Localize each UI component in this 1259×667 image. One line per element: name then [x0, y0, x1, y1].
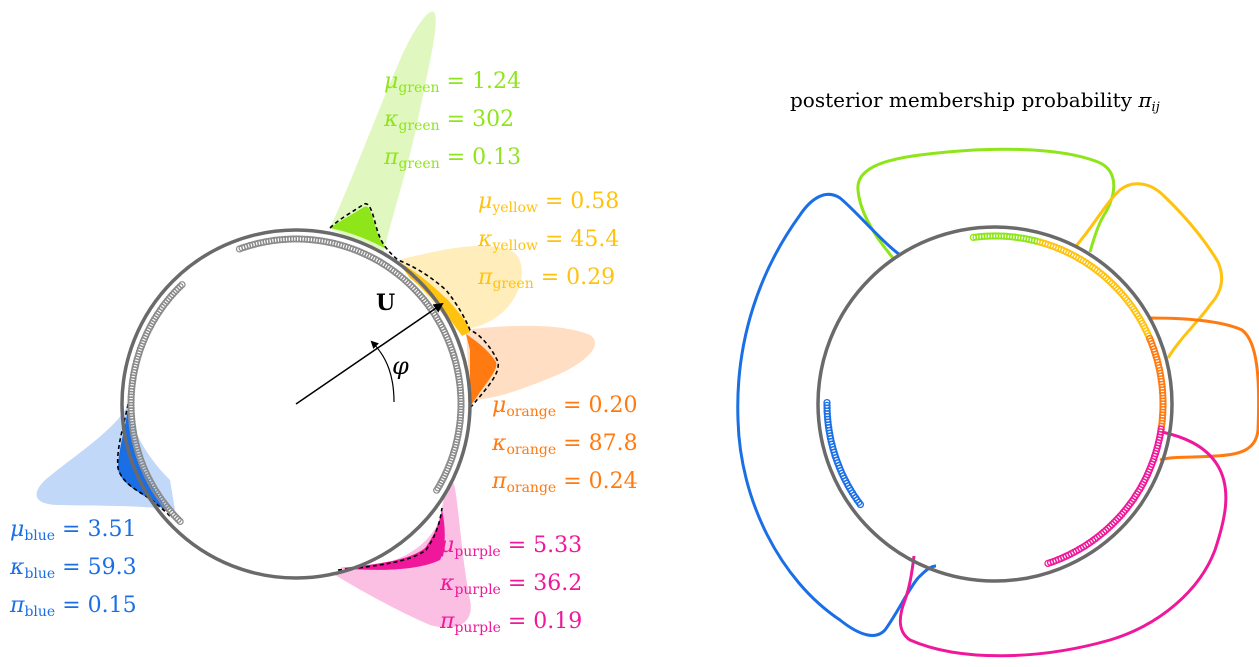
blue-inner-density: [118, 408, 172, 516]
data-point-marker: [416, 291, 424, 300]
data-point-marker: [1108, 520, 1116, 529]
vector-u-arrow: [295, 302, 444, 405]
data-point-marker: [1116, 287, 1124, 296]
mixture-density-dashed-purple: [337, 507, 443, 571]
mixture-density-dashed: [329, 202, 500, 409]
data-point-marker: [165, 505, 173, 513]
data-point-marker: [397, 272, 405, 280]
green-parameters: μgreen = 1.24 κgreen = 302 πgreen = 0.13: [384, 69, 522, 172]
data-point-marker: [413, 287, 421, 295]
data-point-marker: [1114, 514, 1122, 523]
data-point-marker: [176, 517, 184, 526]
data-point-marker: [1108, 279, 1116, 288]
green-membership-curve: [856, 147, 1116, 259]
data-point-marker: [174, 515, 182, 524]
data-point-marker: [168, 509, 177, 518]
data-point-marker: [405, 280, 413, 288]
vector-u-label: U: [376, 290, 395, 316]
data-point-marker: [168, 291, 177, 299]
data-point-marker: [399, 274, 407, 282]
angle-phi-label: φ: [392, 352, 409, 380]
yellow-membership-curve: [1074, 182, 1224, 359]
data-point-marker: [1121, 506, 1129, 514]
data-point-marker: [163, 297, 171, 305]
purple-inner-density: [340, 510, 445, 570]
purple-membership-curve: [898, 430, 1228, 658]
data-point-marker: [1110, 518, 1118, 527]
data-point-marker: [1112, 283, 1120, 292]
mixture-density-dashed-blue: [116, 403, 173, 519]
data-point-marker: [823, 401, 831, 410]
data-point-marker: [176, 283, 184, 291]
orange-parameters: μorange = 0.20 κorange = 87.8 πorange = …: [492, 393, 638, 496]
yellow-outer-density: [398, 245, 522, 330]
data-point-marker: [1102, 274, 1110, 282]
unit-circle: [120, 228, 472, 580]
orange-inner-density: [466, 334, 497, 406]
data-point-marker: [823, 398, 831, 407]
right-panel-title: posterior membership probability πij: [790, 88, 1160, 115]
data-point-marker: [1119, 292, 1128, 300]
data-point-marker: [1106, 277, 1114, 286]
data-point-marker: [161, 299, 170, 307]
data-point-marker: [178, 281, 186, 289]
data-point-marker: [409, 283, 417, 292]
data-point-marker: [174, 284, 182, 293]
data-point-marker: [1104, 524, 1112, 532]
data-point-marker: [1100, 272, 1108, 280]
angle-arc: [370, 340, 395, 403]
orange-membership-curve: [1149, 316, 1259, 462]
data-point-marker: [414, 289, 423, 297]
green-inner-density: [330, 206, 388, 250]
data-point-marker: [170, 288, 178, 297]
data-point-marker: [172, 286, 180, 295]
data-point-marker: [403, 278, 411, 286]
orange-outer-density: [466, 325, 595, 400]
blue-parameters: μblue = 3.51 κblue = 59.3 πblue = 0.15: [10, 517, 137, 620]
data-point-marker: [167, 507, 175, 515]
green-outer-density: [330, 11, 436, 255]
data-point-marker: [1044, 559, 1052, 568]
data-point-marker: [411, 285, 419, 293]
left-panel: U φ: [36, 11, 595, 628]
data-point-marker: [1104, 276, 1112, 284]
data-point-marker: [1114, 285, 1122, 294]
data-point-marker: [401, 276, 409, 284]
data-point-marker: [1106, 522, 1114, 531]
data-point-marker: [170, 511, 178, 520]
data-point-marker: [1118, 510, 1126, 519]
blue-membership-curve: [736, 192, 937, 637]
data-point-marker: [1110, 281, 1118, 290]
data-point-marker: [407, 281, 415, 290]
data-point-marker: [418, 294, 426, 302]
purple-outer-density: [330, 481, 471, 628]
yellow-parameters: μyellow = 0.58 κyellow = 45.4 πgreen = 0…: [478, 189, 620, 292]
data-point-marker: [1116, 512, 1124, 521]
right-data-points: [823, 232, 1167, 568]
data-point-marker: [1102, 526, 1110, 534]
data-point-marker: [433, 486, 441, 494]
data-point-marker: [1112, 516, 1120, 525]
data-point-marker: [167, 293, 175, 301]
data-point-marker: [172, 513, 180, 522]
purple-parameters: μpurple = 5.33 κpurple = 36.2 πpurple = …: [440, 533, 583, 636]
unit-circle-right: [816, 225, 1174, 583]
right-panel: [736, 147, 1259, 658]
